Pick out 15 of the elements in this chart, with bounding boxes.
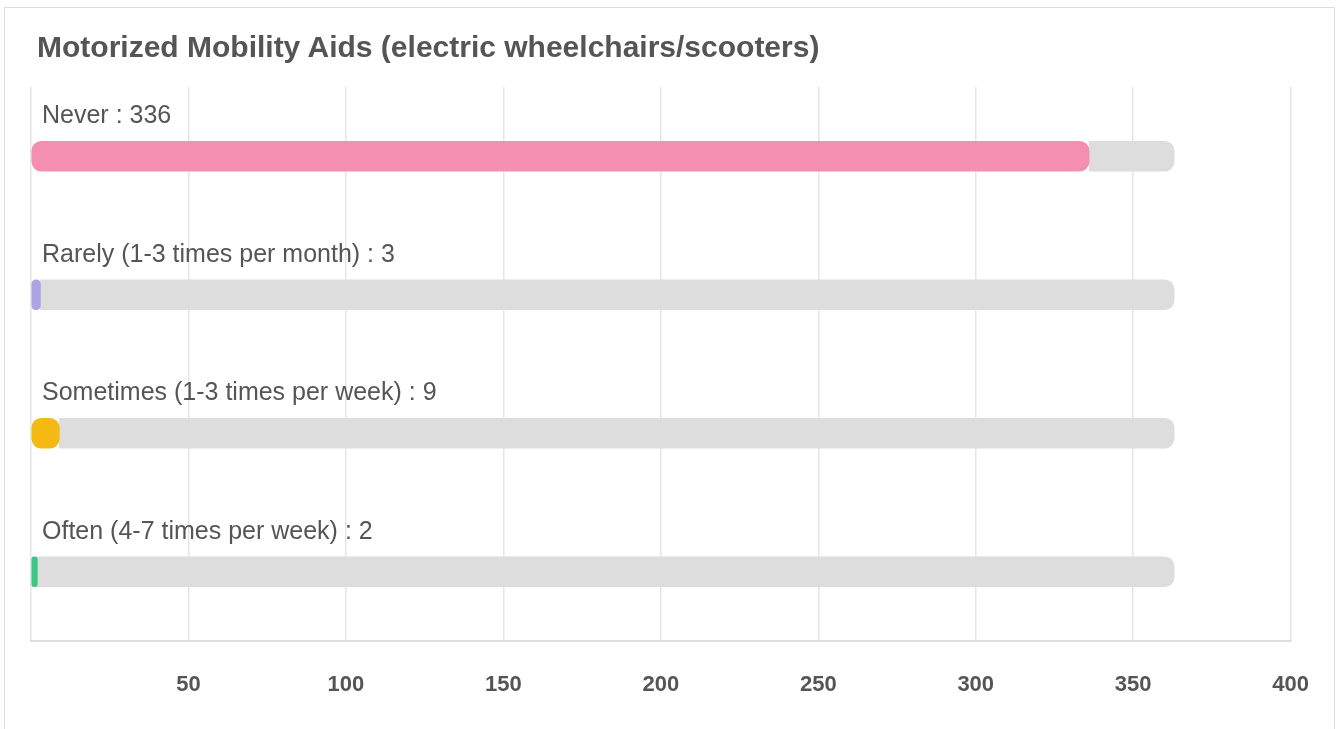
x-tick-label: 250 (799, 671, 837, 697)
x-tick-label: 350 (1114, 671, 1152, 697)
x-tick-label: 150 (485, 671, 522, 697)
x-tick-label: 300 (957, 671, 995, 697)
y-tick-label: Often (4-7 times per week) : 2 (42, 515, 373, 544)
y-tick-label: Sometimes (1-3 times per week) : 9 (42, 377, 437, 406)
x-tick-label: 100 (327, 671, 365, 697)
chart-title: Motorized Mobility Aids (electric wheelchairs/scooters) (37, 29, 820, 65)
x-tick-label: 200 (642, 671, 680, 697)
x-tick-label: 400 (1272, 671, 1310, 697)
bar (31, 556, 38, 588)
x-tick-label: 50 (176, 671, 201, 697)
bar (31, 140, 1090, 172)
y-tick-label: Never : 336 (42, 100, 172, 129)
y-tick-label: Rarely (1-3 times per month) : 3 (42, 238, 395, 267)
